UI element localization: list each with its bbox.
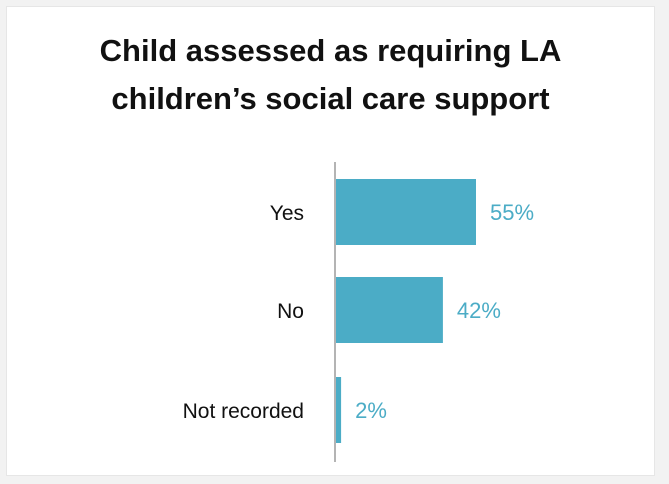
value-label-no: 42% <box>457 298 501 323</box>
chart-card: Child assessed as requiring LA children’… <box>6 6 655 476</box>
chart-title-line-2: children’s social care support <box>111 81 550 116</box>
category-label-not-recorded: Not recorded <box>183 400 304 423</box>
bar-yes <box>336 179 476 245</box>
bar-not-recorded <box>336 377 342 443</box>
category-label-yes: Yes <box>270 202 304 225</box>
chart-title-line-1: Child assessed as requiring LA <box>99 33 562 68</box>
chart-title: Child assessed as requiring LA children’… <box>7 27 654 123</box>
bars-group: Yes 55% No 42% Not recorded 2% <box>183 179 534 443</box>
value-label-yes: 55% <box>490 200 534 225</box>
category-label-no: No <box>277 300 304 323</box>
value-label-not-recorded: 2% <box>355 398 387 423</box>
bar-no <box>336 277 443 343</box>
